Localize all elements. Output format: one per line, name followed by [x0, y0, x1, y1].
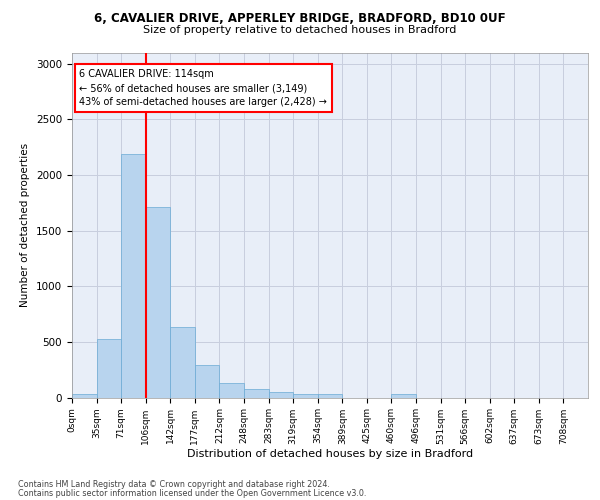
Bar [318, 394, 342, 398]
Bar [391, 394, 416, 398]
Text: 6 CAVALIER DRIVE: 114sqm
← 56% of detached houses are smaller (3,149)
43% of sem: 6 CAVALIER DRIVE: 114sqm ← 56% of detach… [79, 69, 327, 107]
Bar [170, 327, 195, 398]
Bar [244, 389, 269, 398]
Bar [220, 383, 244, 398]
Y-axis label: Number of detached properties: Number of detached properties [20, 143, 31, 307]
Bar [72, 394, 97, 398]
Bar [293, 394, 318, 398]
X-axis label: Distribution of detached houses by size in Bradford: Distribution of detached houses by size … [187, 449, 473, 459]
Text: 6, CAVALIER DRIVE, APPERLEY BRIDGE, BRADFORD, BD10 0UF: 6, CAVALIER DRIVE, APPERLEY BRIDGE, BRAD… [94, 12, 506, 26]
Bar [195, 364, 220, 398]
Bar [146, 207, 170, 398]
Bar [121, 154, 146, 398]
Text: Contains HM Land Registry data © Crown copyright and database right 2024.: Contains HM Land Registry data © Crown c… [18, 480, 330, 489]
Bar [269, 392, 293, 398]
Text: Size of property relative to detached houses in Bradford: Size of property relative to detached ho… [143, 25, 457, 35]
Bar [97, 339, 121, 398]
Text: Contains public sector information licensed under the Open Government Licence v3: Contains public sector information licen… [18, 488, 367, 498]
